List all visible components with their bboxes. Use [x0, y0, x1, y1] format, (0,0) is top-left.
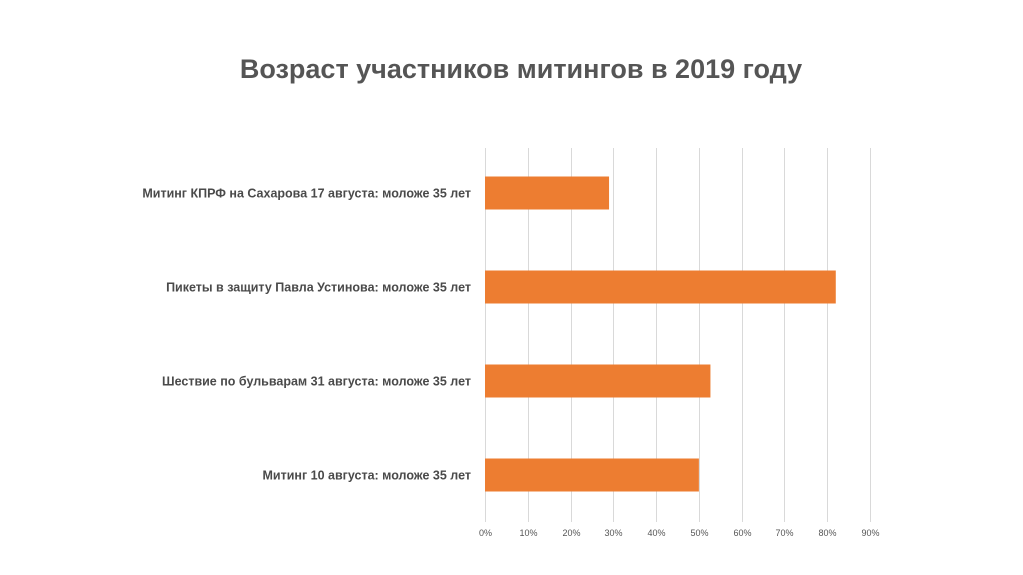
bar: [485, 364, 711, 398]
bar-layer: [485, 176, 836, 492]
grid-layer: [485, 148, 871, 522]
x-tick-label: 50%: [690, 528, 708, 538]
x-tick-label: 10%: [519, 528, 537, 538]
bar: [485, 176, 610, 210]
category-labels: Митинг КПРФ на Сахарова 17 августа: моло…: [142, 187, 471, 483]
category-label: Шествие по бульварам 31 августа: моложе …: [162, 375, 471, 389]
bar: [485, 270, 836, 304]
x-tick-label: 60%: [733, 528, 751, 538]
x-tick-label: 20%: [562, 528, 580, 538]
x-tick-label: 70%: [775, 528, 793, 538]
chart-title: Возраст участников митингов в 2019 году: [240, 54, 802, 84]
category-label: Митинг КПРФ на Сахарова 17 августа: моло…: [142, 187, 471, 201]
x-tick-label: 0%: [479, 528, 492, 538]
x-tick-label: 80%: [818, 528, 836, 538]
x-tick-label: 90%: [861, 528, 879, 538]
x-tick-label: 40%: [647, 528, 665, 538]
category-label: Пикеты в защиту Павла Устинова: моложе 3…: [166, 281, 471, 295]
category-label: Митинг 10 августа: моложе 35 лет: [263, 469, 472, 483]
bar: [485, 458, 699, 492]
x-tick-label: 30%: [604, 528, 622, 538]
x-tick-labels: 0% 10% 20% 30% 40% 50% 60% 70% 80% 90%: [479, 528, 880, 538]
